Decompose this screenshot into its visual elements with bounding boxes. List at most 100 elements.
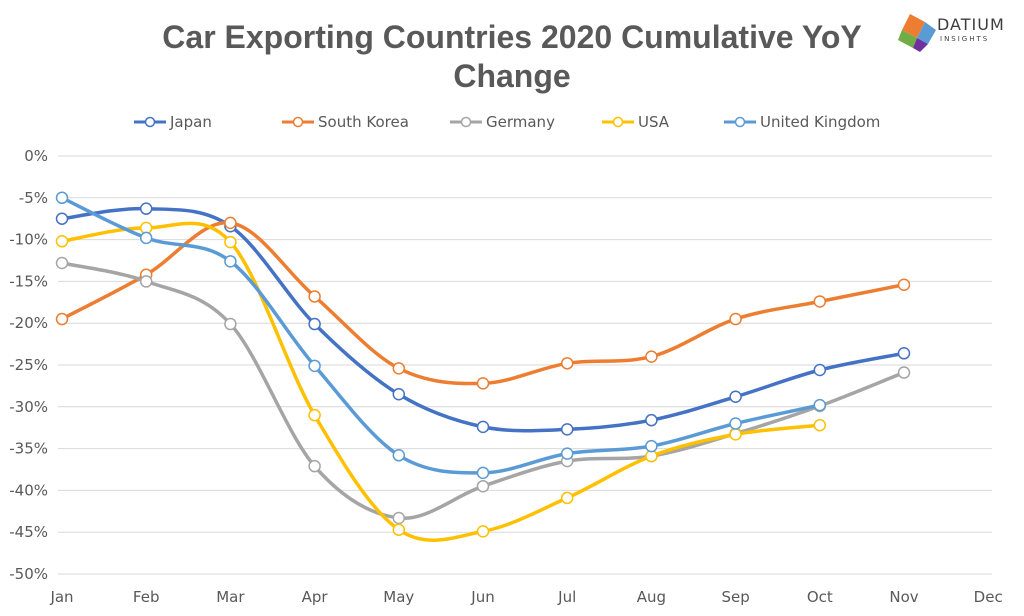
data-point-united-kingdom <box>224 255 237 268</box>
x-tick-label: Jun <box>470 588 494 606</box>
data-point-south-korea <box>308 290 321 303</box>
series-japan <box>55 202 911 436</box>
x-tick-label: Aug <box>637 588 666 606</box>
logo-text: DATIUM <box>937 15 1005 34</box>
data-point-united-kingdom <box>645 439 658 453</box>
data-point-usa <box>224 235 237 249</box>
logo-icon <box>898 14 936 52</box>
data-point-usa <box>560 491 574 505</box>
legend-item-south-korea: South Korea <box>282 113 409 131</box>
data-point-japan <box>139 202 153 215</box>
data-point-south-korea <box>224 216 237 230</box>
x-tick-label: Sep <box>721 588 749 606</box>
legend-item-usa: USA <box>602 113 670 131</box>
x-tick-label: Jul <box>557 588 576 606</box>
data-point-germany <box>897 366 911 379</box>
data-point-united-kingdom <box>392 449 406 462</box>
data-point-japan <box>897 347 911 360</box>
x-tick-label: Dec <box>974 588 1003 606</box>
data-point-south-korea <box>392 362 406 375</box>
data-point-germany <box>55 256 69 270</box>
data-point-japan <box>476 420 490 434</box>
legend-label: USA <box>638 113 670 131</box>
data-point-united-kingdom <box>476 466 490 480</box>
x-axis: Jan Feb Mar Apr May Jun Jul Aug Sep Oct Nov Dec <box>49 588 1002 606</box>
y-tick-label: -45% <box>9 523 48 541</box>
series-line-united-kingdom <box>60 196 822 475</box>
data-point-germany <box>308 459 321 473</box>
data-point-united-kingdom <box>813 398 827 412</box>
data-point-japan <box>560 423 574 436</box>
x-tick-label: Mar <box>216 588 245 606</box>
brand-logo: DATIUM INSIGHTS <box>898 14 1005 52</box>
y-tick-label: -30% <box>9 398 48 416</box>
series-lines <box>55 191 911 542</box>
data-point-usa <box>308 408 321 422</box>
y-tick-label: -40% <box>9 481 48 499</box>
legend-item-united-kingdom: United Kingdom <box>724 113 880 131</box>
legend-item-japan: Japan <box>134 113 212 131</box>
y-tick-label: -25% <box>9 356 48 374</box>
data-point-united-kingdom <box>729 417 742 430</box>
data-point-united-kingdom <box>560 447 574 460</box>
data-point-south-korea <box>476 377 490 390</box>
data-point-japan <box>813 363 827 377</box>
data-point-japan <box>645 413 658 427</box>
legend-label: Japan <box>169 113 212 131</box>
y-tick-label: -5% <box>19 189 48 207</box>
data-point-usa <box>392 523 406 536</box>
legend-marker <box>460 116 472 128</box>
data-point-united-kingdom <box>308 359 321 373</box>
data-point-germany <box>392 511 406 525</box>
gridlines <box>58 155 992 575</box>
legend-item-germany: Germany <box>450 113 555 131</box>
data-point-usa <box>729 428 742 441</box>
data-point-south-korea <box>729 312 742 326</box>
legend-label: Germany <box>486 113 555 131</box>
legend-marker <box>734 116 746 128</box>
data-point-usa <box>476 525 490 538</box>
y-tick-label: -10% <box>9 231 48 249</box>
data-point-germany <box>139 275 153 288</box>
series-line-germany <box>60 261 906 520</box>
chart-title: Car Exporting Countries 2020 Cumulative … <box>162 19 861 94</box>
y-axis: 0% -5% -10% -15% -20% -25% -30% -35% -40% -45% -50… <box>9 147 48 583</box>
data-point-japan <box>55 212 69 225</box>
x-tick-label: Feb <box>133 588 160 606</box>
x-tick-label: Oct <box>807 588 833 606</box>
data-point-south-korea <box>645 350 658 363</box>
data-point-south-korea <box>55 312 69 326</box>
data-point-united-kingdom <box>139 231 153 245</box>
x-tick-label: Apr <box>302 588 329 606</box>
x-tick-label: Nov <box>889 588 918 606</box>
data-point-south-korea <box>897 278 911 291</box>
x-tick-label: May <box>383 588 414 606</box>
data-point-germany <box>224 317 237 331</box>
legend-label: United Kingdom <box>760 113 880 131</box>
chart-legend: Japan South Korea Germany USA United Kingdom <box>134 113 880 131</box>
x-tick-label: Jan <box>49 588 73 606</box>
data-point-japan <box>392 388 406 401</box>
chart-title-line-2: Change <box>453 58 570 94</box>
chart-title-line-1: Car Exporting Countries 2020 Cumulative … <box>162 19 861 55</box>
series-south-korea <box>55 216 911 390</box>
data-point-united-kingdom <box>55 191 69 205</box>
y-tick-label: 0% <box>24 147 48 165</box>
data-point-south-korea <box>560 357 574 370</box>
legend-marker <box>612 116 624 128</box>
y-tick-label: -15% <box>9 272 48 290</box>
legend-marker <box>292 116 304 128</box>
data-point-usa <box>55 235 69 248</box>
y-tick-label: -35% <box>9 440 48 458</box>
series-united-kingdom <box>55 191 827 480</box>
series-usa <box>55 221 827 542</box>
series-germany <box>55 256 911 525</box>
data-point-south-korea <box>813 295 827 308</box>
series-line-usa <box>60 221 822 542</box>
logo-subtext: INSIGHTS <box>940 35 989 43</box>
y-tick-label: -20% <box>9 314 48 332</box>
data-point-japan <box>308 317 321 331</box>
data-point-germany <box>476 479 490 493</box>
y-tick-label: -50% <box>9 565 48 583</box>
